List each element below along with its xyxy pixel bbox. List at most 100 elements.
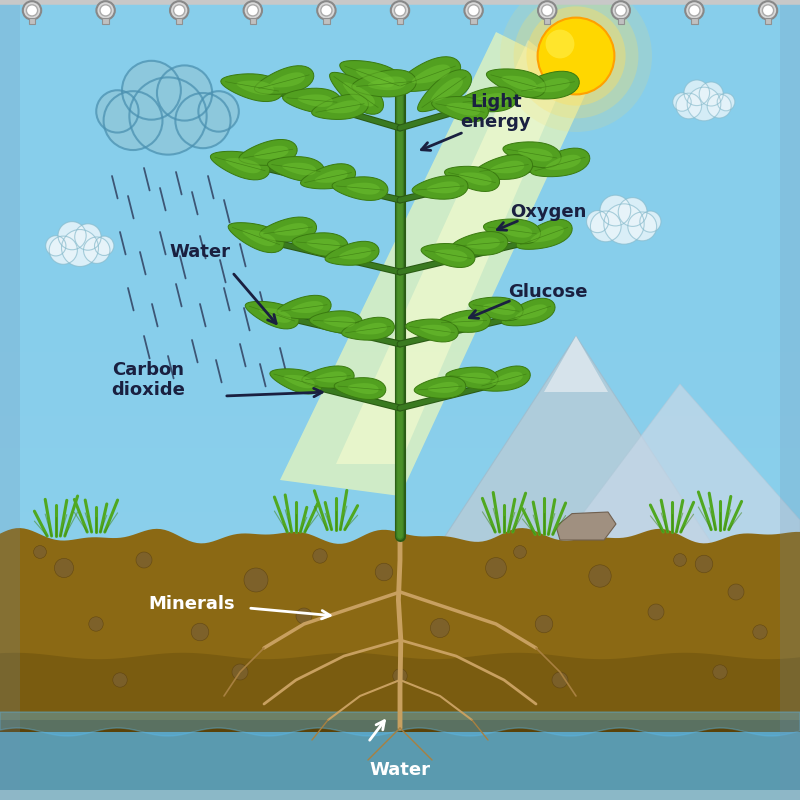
Polygon shape (332, 177, 388, 201)
Circle shape (552, 672, 568, 688)
Circle shape (535, 615, 553, 633)
Polygon shape (312, 94, 369, 119)
Polygon shape (530, 148, 590, 177)
Polygon shape (343, 82, 375, 106)
Polygon shape (426, 182, 460, 194)
Polygon shape (458, 87, 518, 112)
Polygon shape (406, 319, 458, 342)
Polygon shape (356, 69, 394, 87)
Circle shape (391, 2, 409, 20)
Circle shape (100, 5, 111, 16)
Polygon shape (283, 375, 315, 388)
Bar (0, 480, 800, 512)
Circle shape (26, 5, 38, 16)
Circle shape (94, 236, 114, 255)
Circle shape (628, 212, 657, 241)
Circle shape (673, 93, 691, 111)
Polygon shape (368, 77, 406, 90)
Polygon shape (176, 18, 182, 24)
Circle shape (104, 91, 162, 150)
Polygon shape (0, 720, 800, 800)
Text: Minerals: Minerals (149, 595, 235, 613)
Bar (0, 384, 800, 416)
Polygon shape (270, 72, 305, 87)
Polygon shape (765, 18, 771, 24)
Circle shape (514, 546, 526, 558)
Polygon shape (282, 88, 342, 113)
Circle shape (615, 5, 626, 16)
Circle shape (542, 5, 553, 16)
Polygon shape (250, 18, 256, 24)
Circle shape (49, 236, 78, 264)
Polygon shape (348, 383, 378, 394)
Polygon shape (29, 18, 35, 24)
Polygon shape (556, 512, 616, 540)
Circle shape (728, 584, 744, 600)
Circle shape (674, 554, 686, 566)
Circle shape (546, 30, 574, 58)
Polygon shape (0, 528, 800, 800)
Polygon shape (352, 70, 416, 97)
Text: Glucose: Glucose (508, 283, 588, 301)
Polygon shape (0, 0, 800, 544)
Polygon shape (560, 532, 604, 540)
Polygon shape (102, 18, 109, 24)
Polygon shape (0, 653, 800, 800)
Text: Carbon
dioxide: Carbon dioxide (111, 361, 185, 399)
Circle shape (96, 2, 115, 20)
Polygon shape (239, 139, 297, 166)
Circle shape (175, 93, 230, 148)
Circle shape (130, 78, 206, 154)
Polygon shape (503, 142, 561, 168)
Circle shape (83, 237, 110, 263)
Polygon shape (298, 94, 333, 107)
Circle shape (538, 18, 614, 94)
Circle shape (393, 669, 407, 683)
Polygon shape (446, 102, 480, 116)
Polygon shape (445, 166, 499, 191)
Polygon shape (466, 238, 500, 250)
Polygon shape (330, 72, 383, 114)
Circle shape (232, 664, 248, 680)
Circle shape (430, 618, 450, 638)
Bar (0, 352, 800, 384)
Polygon shape (486, 69, 546, 98)
Polygon shape (419, 325, 451, 336)
Circle shape (486, 558, 506, 578)
Circle shape (244, 568, 268, 592)
Polygon shape (470, 18, 477, 24)
Polygon shape (259, 308, 291, 323)
Polygon shape (618, 18, 624, 24)
Polygon shape (435, 250, 467, 262)
Polygon shape (483, 303, 515, 315)
Circle shape (538, 2, 557, 20)
Polygon shape (501, 298, 555, 326)
Polygon shape (418, 70, 471, 112)
Polygon shape (237, 81, 274, 95)
Circle shape (514, 0, 638, 118)
Circle shape (136, 552, 152, 568)
Polygon shape (323, 316, 355, 327)
Circle shape (468, 5, 479, 16)
Text: Water: Water (370, 761, 430, 778)
Circle shape (34, 546, 46, 558)
Circle shape (604, 204, 644, 244)
Circle shape (58, 222, 86, 250)
Polygon shape (242, 230, 276, 246)
Circle shape (46, 236, 66, 256)
Polygon shape (326, 100, 360, 114)
Polygon shape (451, 316, 483, 327)
Circle shape (500, 0, 652, 132)
Polygon shape (334, 378, 386, 399)
Circle shape (618, 198, 647, 226)
Polygon shape (325, 242, 379, 266)
Circle shape (247, 5, 258, 16)
Polygon shape (560, 384, 800, 544)
Polygon shape (310, 311, 362, 333)
Polygon shape (478, 366, 530, 391)
Polygon shape (280, 32, 592, 496)
Polygon shape (452, 231, 508, 255)
Polygon shape (546, 154, 581, 170)
Circle shape (113, 673, 127, 687)
Circle shape (313, 549, 327, 563)
